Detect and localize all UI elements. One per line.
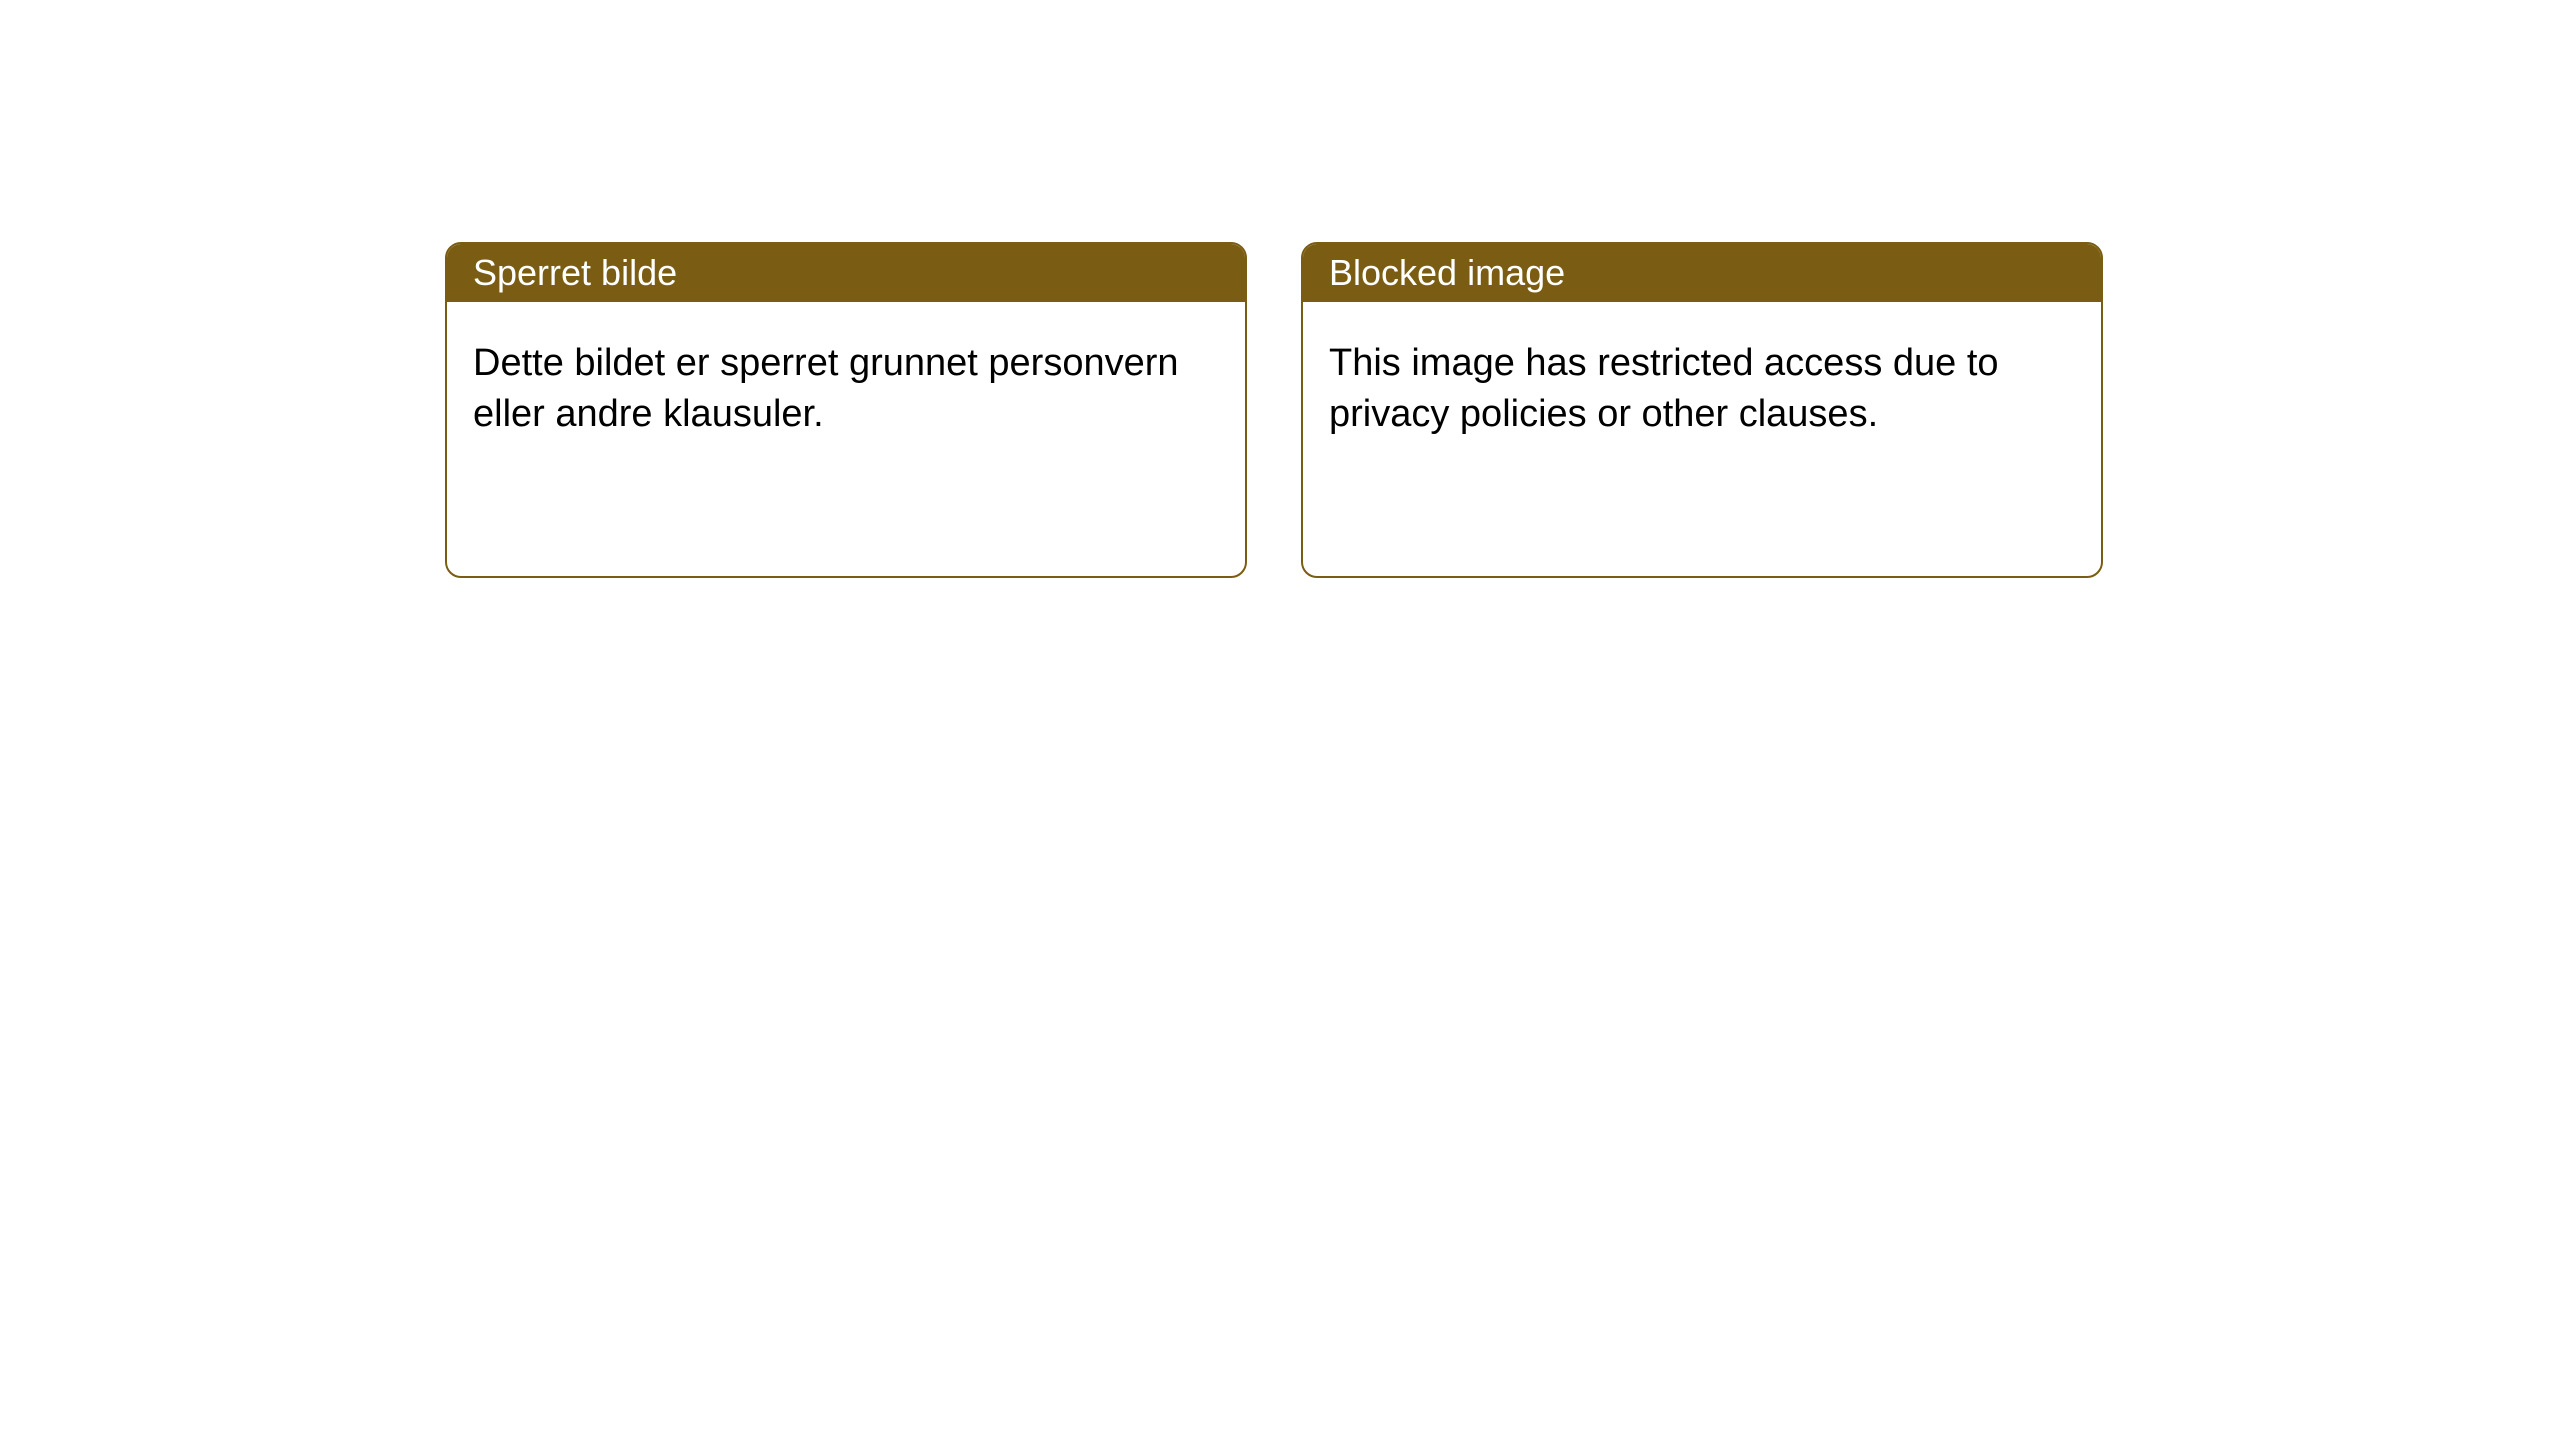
notice-container: Sperret bilde Dette bildet er sperret gr… — [0, 0, 2560, 578]
notice-body-norwegian: Dette bildet er sperret grunnet personve… — [447, 302, 1245, 477]
notice-body-english: This image has restricted access due to … — [1303, 302, 2101, 477]
notice-card-english: Blocked image This image has restricted … — [1301, 242, 2103, 578]
notice-card-norwegian: Sperret bilde Dette bildet er sperret gr… — [445, 242, 1247, 578]
notice-title-norwegian: Sperret bilde — [447, 244, 1245, 302]
notice-title-english: Blocked image — [1303, 244, 2101, 302]
